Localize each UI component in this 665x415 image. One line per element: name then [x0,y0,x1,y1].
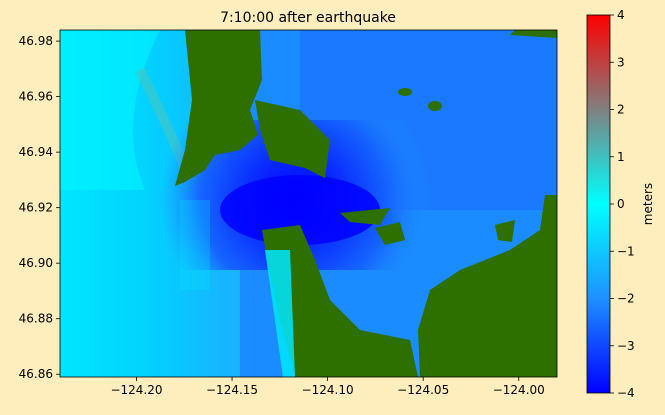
bay-island-1 [340,208,390,225]
colorbar-tick-label: 3 [617,55,625,69]
colorbar-tick-label: −3 [617,339,635,353]
colorbar-label: meters [641,183,655,225]
north-peninsula [255,100,330,178]
bay-island-2 [375,222,405,245]
y-tick-label: 46.94 [19,145,53,159]
north-spit [175,30,262,186]
y-axis: 46.86 46.88 46.90 46.92 46.94 46.96 46.98 [19,34,60,381]
colorbar-axis: 4 3 2 1 0 −1 −2 −3 −4 [610,8,635,400]
colorbar [586,14,611,394]
y-tick-label: 46.98 [19,34,53,48]
south-beach [265,250,295,377]
chart-title: 7:10:00 after earthquake [220,10,396,26]
colorbar-tick-label: 0 [617,197,625,211]
x-axis: −124.20 −124.15 −124.10 −124.05 −124.00 [110,377,545,397]
colorbar-tick-label: 1 [617,150,625,164]
colorbar-tick-label: −4 [617,386,635,400]
wave-front [60,30,160,190]
y-tick-label: 46.88 [19,312,53,326]
x-tick-label: −124.20 [110,383,162,397]
south-ocean-shade [180,200,210,290]
y-tick-label: 46.92 [19,201,53,215]
islet-1 [428,101,442,111]
x-tick-label: −124.10 [302,383,354,397]
channel-trough [220,175,380,245]
se-peninsula [418,195,557,377]
y-tick-label: 46.86 [19,367,53,381]
colorbar-tick-label: 2 [617,103,625,117]
land-areas [175,30,557,377]
ne-shore [510,30,557,38]
plot-frame [59,29,558,378]
colorbar-tick-label: −1 [617,244,635,258]
heatmap-field [60,30,557,377]
y-tick-label: 46.96 [19,90,53,104]
x-tick-label: −124.05 [397,383,449,397]
colorbar-tick-label: 4 [617,8,625,22]
islet-2 [398,88,412,96]
x-tick-label: −124.00 [493,383,545,397]
y-tick-label: 46.90 [19,256,53,270]
x-tick-label: −124.15 [206,383,258,397]
south-shore [262,225,418,377]
bay-island-3 [495,220,515,242]
colorbar-tick-label: −2 [617,292,635,306]
